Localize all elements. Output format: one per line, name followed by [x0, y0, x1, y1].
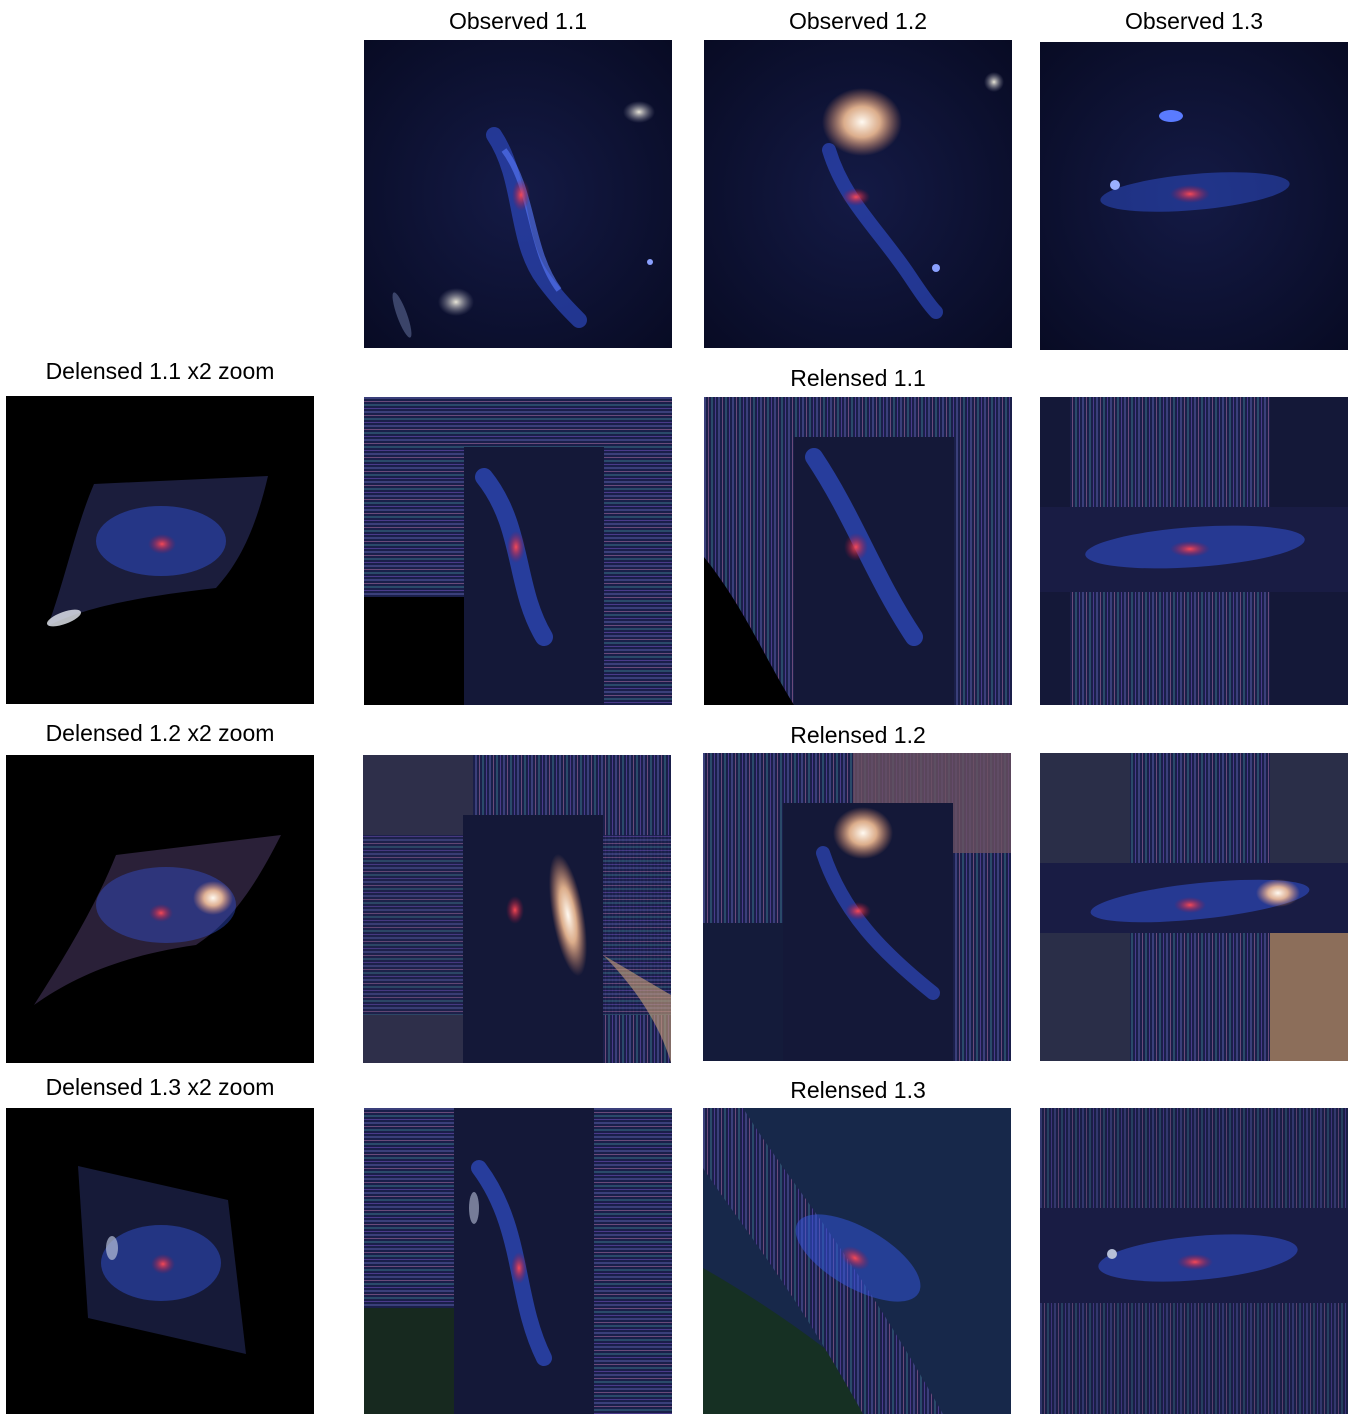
- label-delensed-1-2: Delensed 1.2 x2 zoom: [45, 720, 275, 746]
- label-relensed-1-2: Relensed 1.2: [790, 722, 926, 748]
- observed-1-3-image: [1040, 42, 1348, 350]
- label-delensed-1-1: Delensed 1.1 x2 zoom: [45, 358, 275, 384]
- label-relensed-1-3: Relensed 1.3: [790, 1077, 926, 1103]
- relensed-1-1-image-a: [364, 397, 672, 705]
- delensed-1-1-image: [6, 396, 314, 704]
- observed-1-2-image: [704, 40, 1012, 348]
- delensed-1-3-image: [6, 1108, 314, 1414]
- label-relensed-1-1: Relensed 1.1: [790, 365, 926, 391]
- relensed-1-3-image-a: [364, 1108, 672, 1414]
- observed-1-1-image: [364, 40, 672, 348]
- label-observed-1-1: Observed 1.1: [448, 8, 588, 34]
- relensed-1-1-image-b: [704, 397, 1012, 705]
- label-observed-1-2: Observed 1.2: [788, 8, 928, 34]
- label-observed-1-3: Observed 1.3: [1124, 8, 1264, 34]
- relensed-1-2-image-a: [363, 755, 671, 1063]
- relensed-1-3-image-c: [1040, 1108, 1348, 1414]
- relensed-1-2-image-c: [1040, 753, 1348, 1061]
- relensed-1-3-image-b: [703, 1108, 1011, 1414]
- delensed-1-2-image: [6, 755, 314, 1063]
- relensed-1-1-image-c: [1040, 397, 1348, 705]
- label-delensed-1-3: Delensed 1.3 x2 zoom: [45, 1074, 275, 1100]
- relensed-1-2-image-b: [703, 753, 1011, 1061]
